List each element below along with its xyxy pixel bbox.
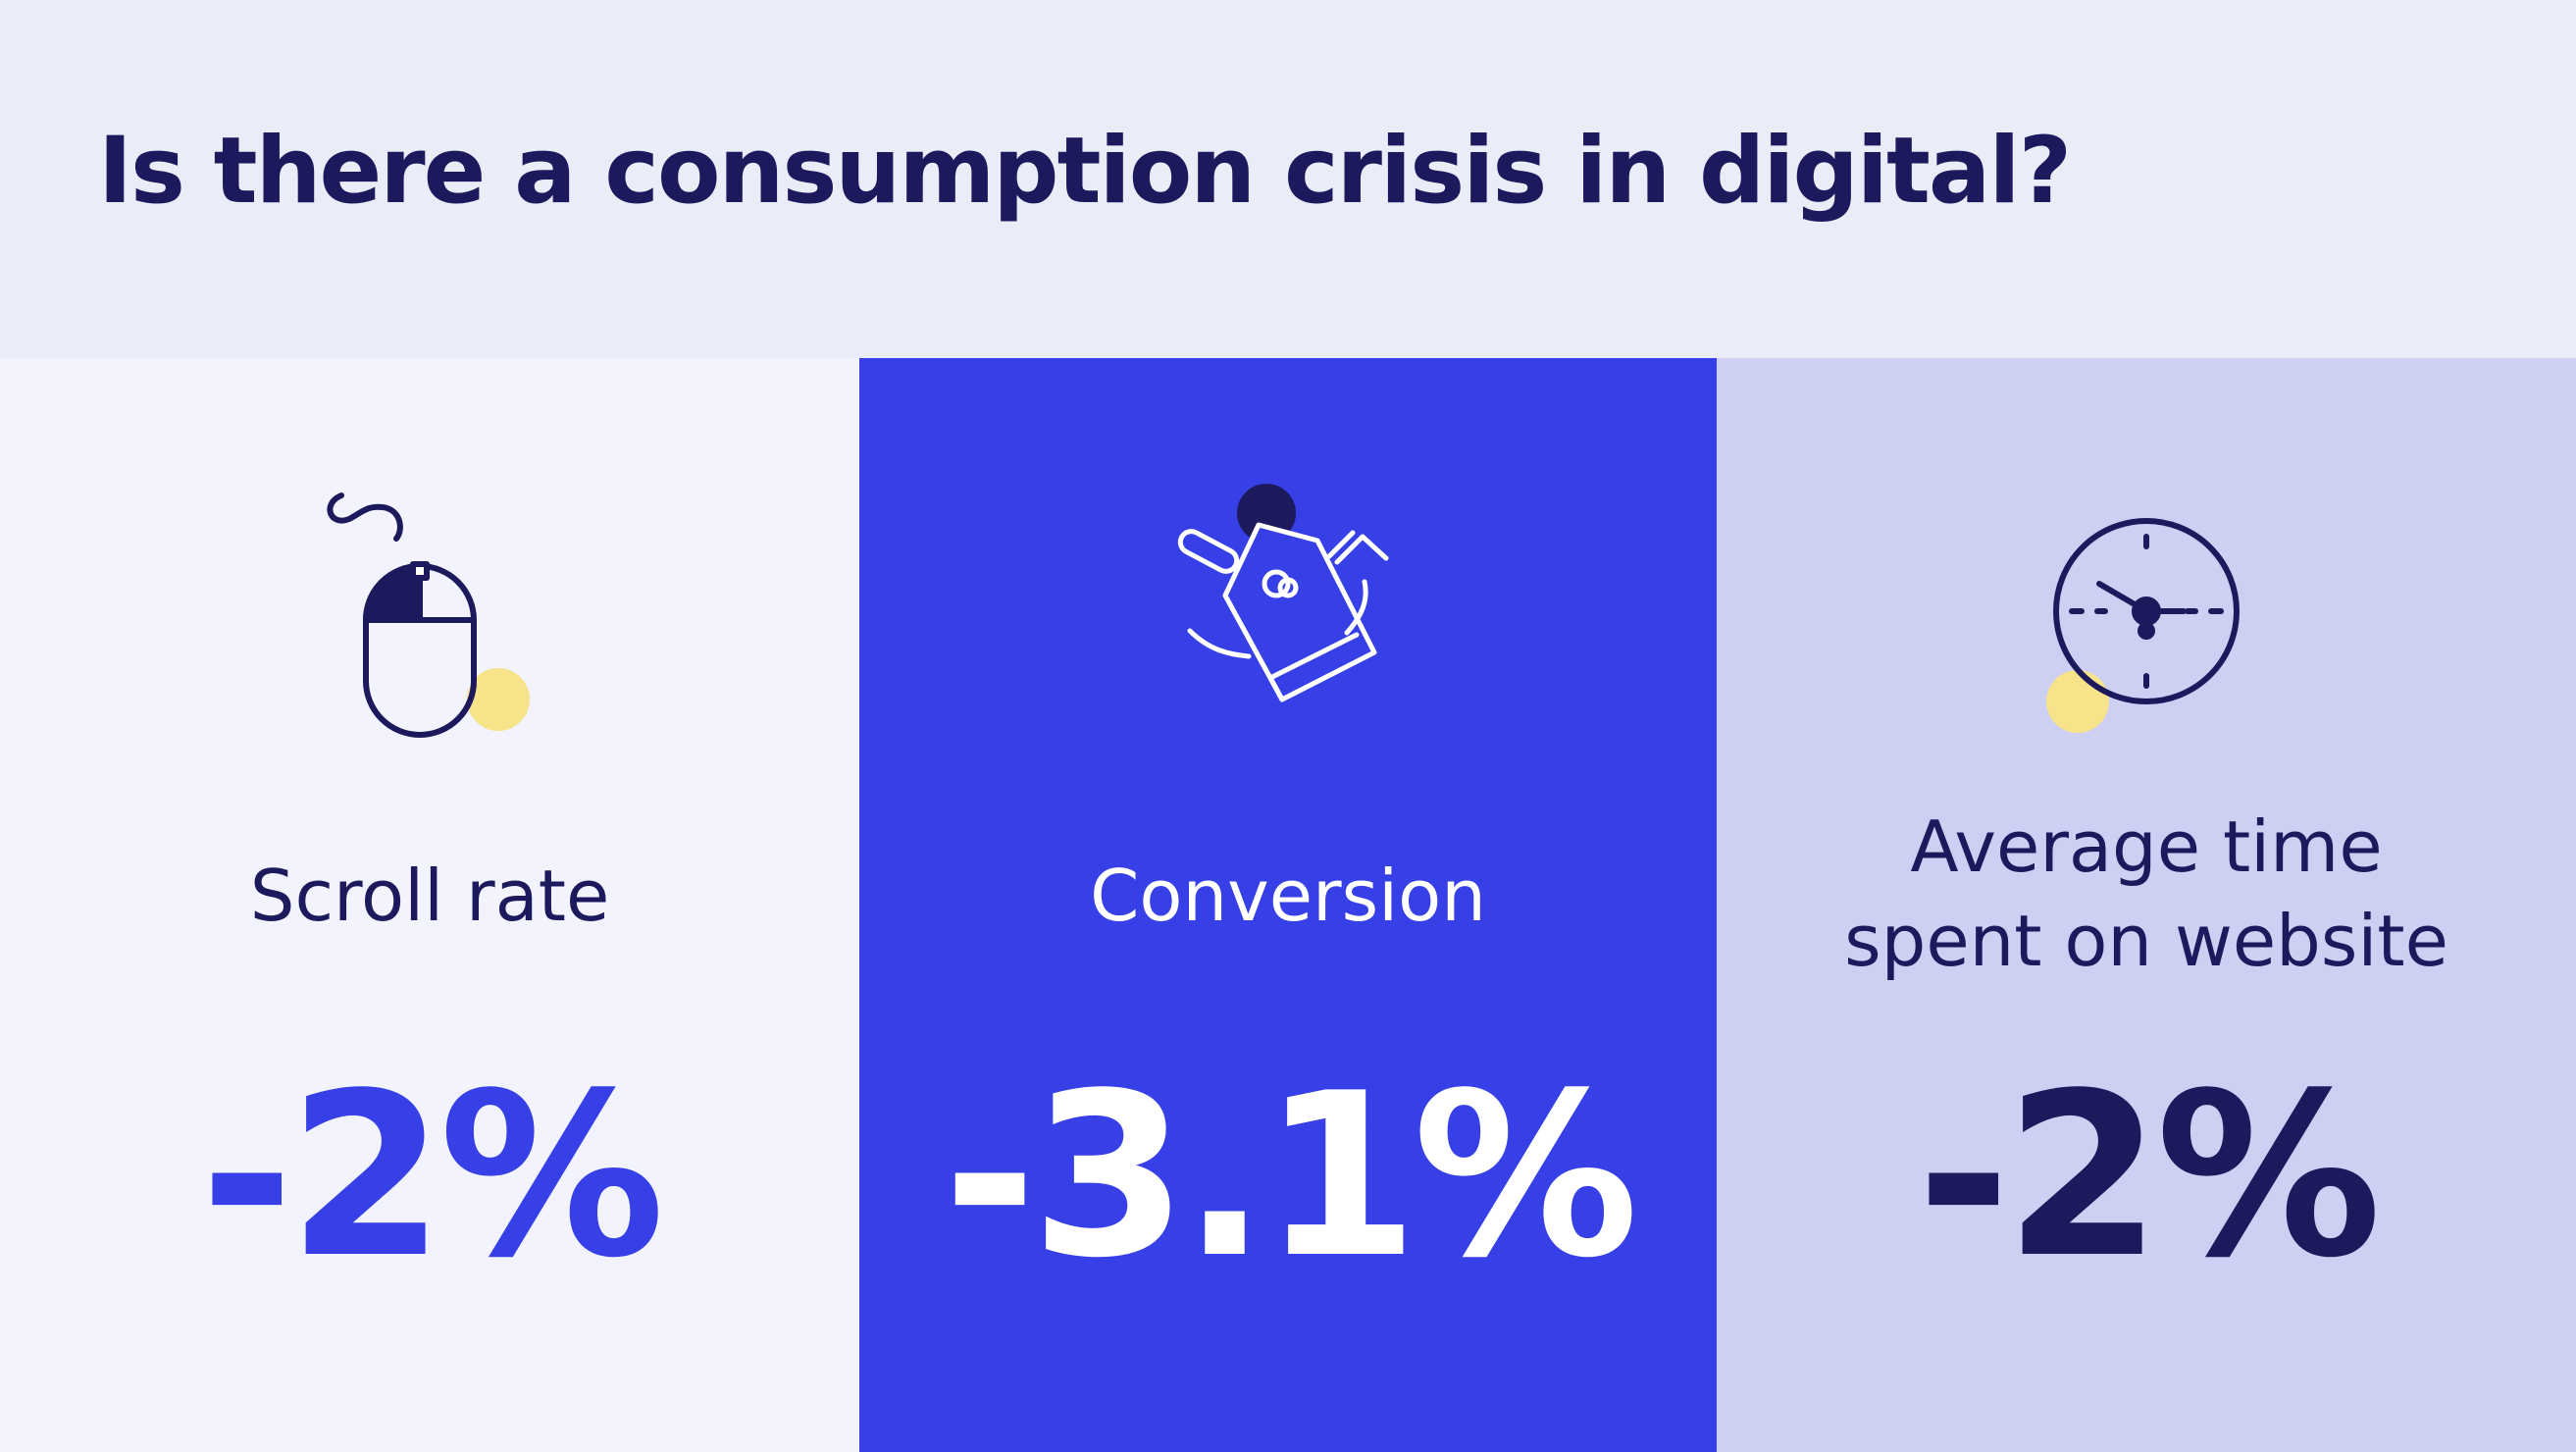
metric-label: Conversion bbox=[859, 849, 1717, 1045]
metric-label-line: Scroll rate bbox=[249, 855, 610, 937]
metric-value: -2% bbox=[200, 1046, 665, 1308]
metric-card-scroll-rate: Scroll rate -2% bbox=[0, 358, 859, 1452]
metric-panels: Scroll rate -2% bbox=[0, 358, 2576, 1452]
metric-label-line: Conversion bbox=[1090, 855, 1486, 937]
metric-label: Scroll rate bbox=[0, 849, 859, 1045]
header: Is there a consumption crisis in digital… bbox=[0, 0, 2576, 358]
metric-value: -3.1% bbox=[943, 1046, 1638, 1308]
metric-value: -2% bbox=[1917, 1046, 2382, 1308]
metric-card-average-time: Average time spent on website -2% bbox=[1717, 358, 2576, 1452]
metric-label-line: spent on website bbox=[1844, 900, 2448, 982]
metric-label-line: Average time bbox=[1910, 805, 2383, 888]
metric-label: Average time spent on website bbox=[1717, 800, 2576, 996]
page-title: Is there a consumption crisis in digital… bbox=[98, 118, 2072, 225]
mouse-icon bbox=[302, 486, 557, 751]
clock-icon bbox=[2019, 486, 2274, 751]
shopping-bag-icon bbox=[1160, 484, 1416, 751]
metric-card-conversion: Conversion -3.1% bbox=[859, 358, 1717, 1452]
